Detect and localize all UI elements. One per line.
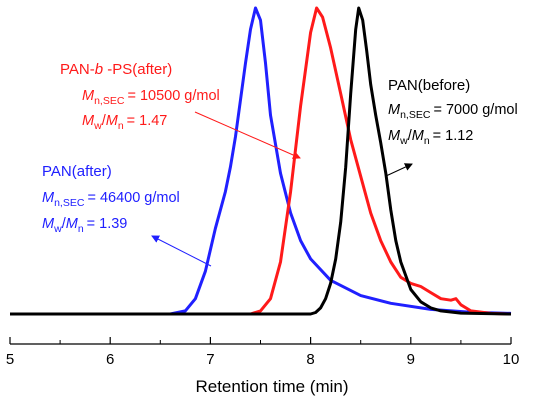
arrow-red (194, 111, 301, 159)
annotation-pan-after: PAN(after) Mn,SEC = 46400 g/mol Mw/Mn = 1.… (42, 163, 180, 235)
annotation-pan-after-title: PAN(after) (42, 163, 112, 180)
annotation-pan-b-ps-pdi: Mw/Mn = 1.47 (82, 113, 167, 132)
series-layer (10, 6, 512, 316)
x-tick-label: 10 (503, 351, 520, 368)
annotation-pan-before-mn: Mn,SEC = 7000 g/mol (388, 102, 518, 121)
annotation-pan-after-pdi: Mw/Mn = 1.39 (42, 216, 127, 235)
annotation-pan-after-mn: Mn,SEC = 46400 g/mol (42, 190, 180, 209)
series-pan-before (10, 6, 512, 316)
x-tick-label: 9 (407, 351, 415, 368)
annotation-pan-b-ps-title: PAN-b -PS(after) (60, 61, 172, 78)
x-axis-label: Retention time (min) (195, 377, 348, 396)
arrow-black (385, 163, 413, 177)
annotation-pan-before-title: PAN(before) (388, 77, 470, 94)
x-tick-label: 5 (6, 351, 14, 368)
annotation-pan-b-ps-mn: Mn,SEC = 10500 g/mol (82, 88, 220, 107)
annotation-pan-b-ps: PAN-b -PS(after) Mn,SEC = 10500 g/mol Mw/… (60, 61, 220, 132)
x-tick-label: 6 (106, 351, 114, 368)
x-tick-label: 8 (306, 351, 314, 368)
arrow-blue (151, 235, 212, 267)
annotation-pan-before-pdi: Mw/Mn = 1.12 (388, 128, 473, 147)
x-tick-label: 7 (206, 351, 214, 368)
series-pan-after (10, 6, 512, 316)
annotation-pan-before: PAN(before) Mn,SEC = 7000 g/mol Mw/Mn = 1.… (388, 77, 518, 147)
x-ticks: 5 6 7 8 9 10 (6, 337, 520, 368)
series-pan-b-ps-after (10, 6, 512, 316)
